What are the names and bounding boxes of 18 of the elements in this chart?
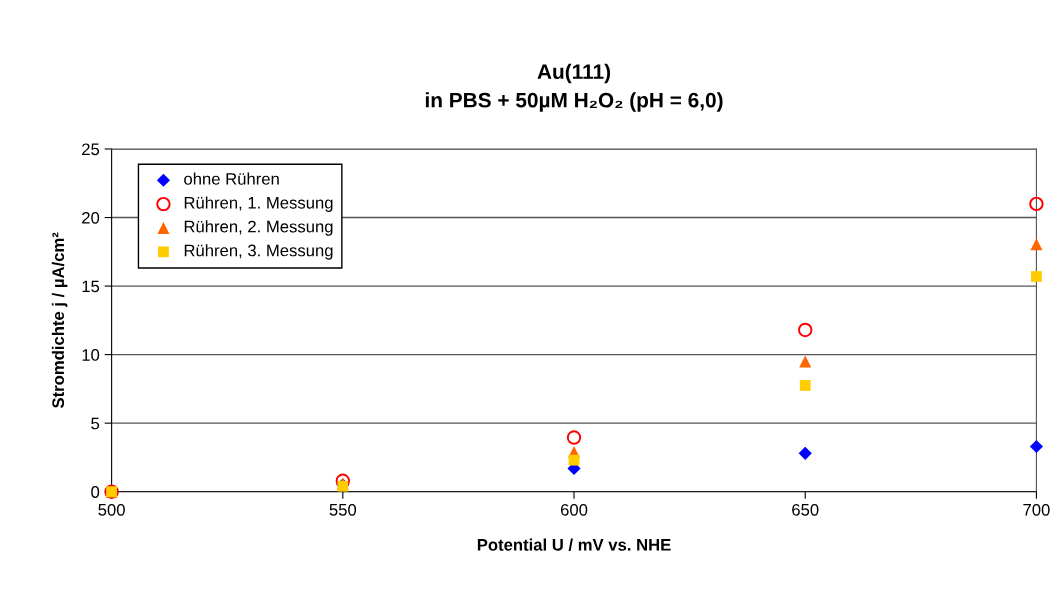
y-tick-label: 0	[91, 486, 100, 498]
x-tick-label: 600	[560, 503, 588, 516]
x-axis-title: Potential U / mV vs. NHE	[477, 538, 671, 551]
y-tick-label: 10	[82, 349, 100, 361]
x-tick-label: 700	[1023, 503, 1050, 516]
x-tick-label: 550	[329, 503, 357, 516]
y-axis-title: Stromdichte j / µA/cm²	[51, 232, 68, 409]
x-tick-label: 500	[98, 503, 125, 516]
legend-label: ohne Rühren	[184, 172, 279, 185]
legend-label: Rühren, 2. Messung	[184, 220, 333, 236]
y-tick-label: 20	[82, 211, 100, 224]
legend-label: Rühren, 3. Messung	[184, 244, 333, 260]
chart-title: Au(111) in PBS + 50µM H₂O₂ (pH = 6,0)	[425, 63, 723, 112]
y-tick-label: 5	[91, 417, 100, 430]
x-tick-label: 650	[792, 503, 819, 516]
y-tick-label: 15	[82, 280, 100, 293]
legend-label: Rühren, 1. Messung	[184, 196, 333, 212]
y-tick-label: 25	[82, 143, 100, 156]
